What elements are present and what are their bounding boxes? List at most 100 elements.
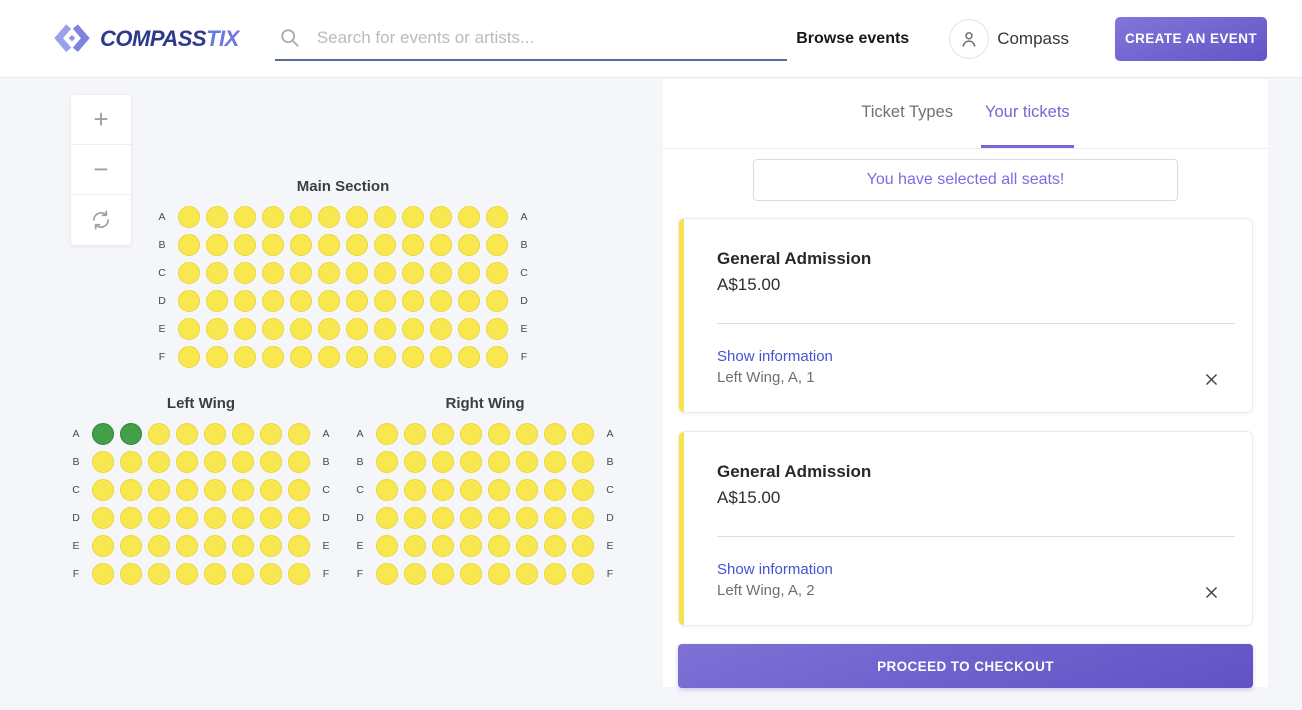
zoom-out-button[interactable]: − <box>71 145 131 195</box>
seat[interactable] <box>260 479 282 501</box>
seat[interactable] <box>176 423 198 445</box>
seat[interactable] <box>376 451 398 473</box>
seat[interactable] <box>290 318 312 340</box>
seat[interactable] <box>460 451 482 473</box>
seat[interactable] <box>234 234 256 256</box>
seat[interactable] <box>374 318 396 340</box>
seat[interactable] <box>204 479 226 501</box>
seat[interactable] <box>376 535 398 557</box>
seat[interactable] <box>176 479 198 501</box>
seat[interactable] <box>486 262 508 284</box>
seat[interactable] <box>148 535 170 557</box>
seat[interactable] <box>120 451 142 473</box>
seat[interactable] <box>178 290 200 312</box>
seat[interactable] <box>458 346 480 368</box>
seat[interactable] <box>288 563 310 585</box>
seat[interactable] <box>92 535 114 557</box>
seat[interactable] <box>232 451 254 473</box>
seat[interactable] <box>374 290 396 312</box>
seat[interactable] <box>176 507 198 529</box>
seat[interactable] <box>92 563 114 585</box>
seat[interactable] <box>148 563 170 585</box>
seat[interactable] <box>402 318 424 340</box>
seat[interactable] <box>92 479 114 501</box>
seat[interactable] <box>432 507 454 529</box>
remove-ticket-button[interactable] <box>1201 582 1222 603</box>
seat[interactable] <box>460 423 482 445</box>
create-event-button[interactable]: CREATE AN EVENT <box>1115 16 1267 61</box>
seat[interactable] <box>458 290 480 312</box>
seat[interactable] <box>234 262 256 284</box>
seat[interactable] <box>178 262 200 284</box>
seat[interactable] <box>120 423 142 445</box>
seat[interactable] <box>460 535 482 557</box>
seat[interactable] <box>148 451 170 473</box>
seat[interactable] <box>572 507 594 529</box>
seat[interactable] <box>432 451 454 473</box>
search-input[interactable] <box>316 19 787 56</box>
seat[interactable] <box>402 262 424 284</box>
seat[interactable] <box>544 507 566 529</box>
seat[interactable] <box>232 535 254 557</box>
seat[interactable] <box>290 262 312 284</box>
seat[interactable] <box>460 563 482 585</box>
reset-view-button[interactable] <box>71 195 131 245</box>
seat[interactable] <box>290 234 312 256</box>
seat[interactable] <box>458 206 480 228</box>
seat[interactable] <box>288 423 310 445</box>
seat[interactable] <box>262 262 284 284</box>
seat[interactable] <box>374 346 396 368</box>
seat[interactable] <box>148 423 170 445</box>
tab-ticket-types[interactable]: Ticket Types <box>857 79 957 148</box>
seat[interactable] <box>260 535 282 557</box>
seat[interactable] <box>458 234 480 256</box>
seat[interactable] <box>232 563 254 585</box>
seat[interactable] <box>178 346 200 368</box>
seat[interactable] <box>148 479 170 501</box>
seat[interactable] <box>402 206 424 228</box>
seat[interactable] <box>120 563 142 585</box>
seat[interactable] <box>432 423 454 445</box>
seat[interactable] <box>488 423 510 445</box>
seat[interactable] <box>148 507 170 529</box>
seat[interactable] <box>260 423 282 445</box>
seat[interactable] <box>318 206 340 228</box>
seat[interactable] <box>460 507 482 529</box>
seat[interactable] <box>234 290 256 312</box>
seat[interactable] <box>544 563 566 585</box>
seat[interactable] <box>346 262 368 284</box>
seat[interactable] <box>232 423 254 445</box>
browse-events-link[interactable]: Browse events <box>796 29 910 47</box>
seat[interactable] <box>516 535 538 557</box>
seat[interactable] <box>516 507 538 529</box>
seat[interactable] <box>288 451 310 473</box>
zoom-in-button[interactable]: + <box>71 95 131 145</box>
seat[interactable] <box>176 451 198 473</box>
seat[interactable] <box>260 451 282 473</box>
seat[interactable] <box>120 507 142 529</box>
seat[interactable] <box>486 206 508 228</box>
show-information-link[interactable]: Show information <box>717 348 833 365</box>
seat[interactable] <box>206 318 228 340</box>
seat[interactable] <box>318 234 340 256</box>
user-name-label[interactable]: Compass <box>997 28 1069 48</box>
seat[interactable] <box>288 535 310 557</box>
seat[interactable] <box>234 206 256 228</box>
seat[interactable] <box>318 346 340 368</box>
seat[interactable] <box>572 563 594 585</box>
seat[interactable] <box>290 206 312 228</box>
seat[interactable] <box>232 479 254 501</box>
logo-link[interactable]: COMPASSTIX <box>52 19 239 59</box>
seat[interactable] <box>178 318 200 340</box>
show-information-link[interactable]: Show information <box>717 561 833 578</box>
seat[interactable] <box>544 451 566 473</box>
seat[interactable] <box>376 479 398 501</box>
proceed-to-checkout-button[interactable]: PROCEED TO CHECKOUT <box>678 644 1253 688</box>
seat[interactable] <box>432 563 454 585</box>
seat[interactable] <box>262 234 284 256</box>
seat[interactable] <box>516 563 538 585</box>
seat[interactable] <box>346 206 368 228</box>
seat[interactable] <box>204 423 226 445</box>
seat[interactable] <box>206 234 228 256</box>
seat[interactable] <box>376 507 398 529</box>
